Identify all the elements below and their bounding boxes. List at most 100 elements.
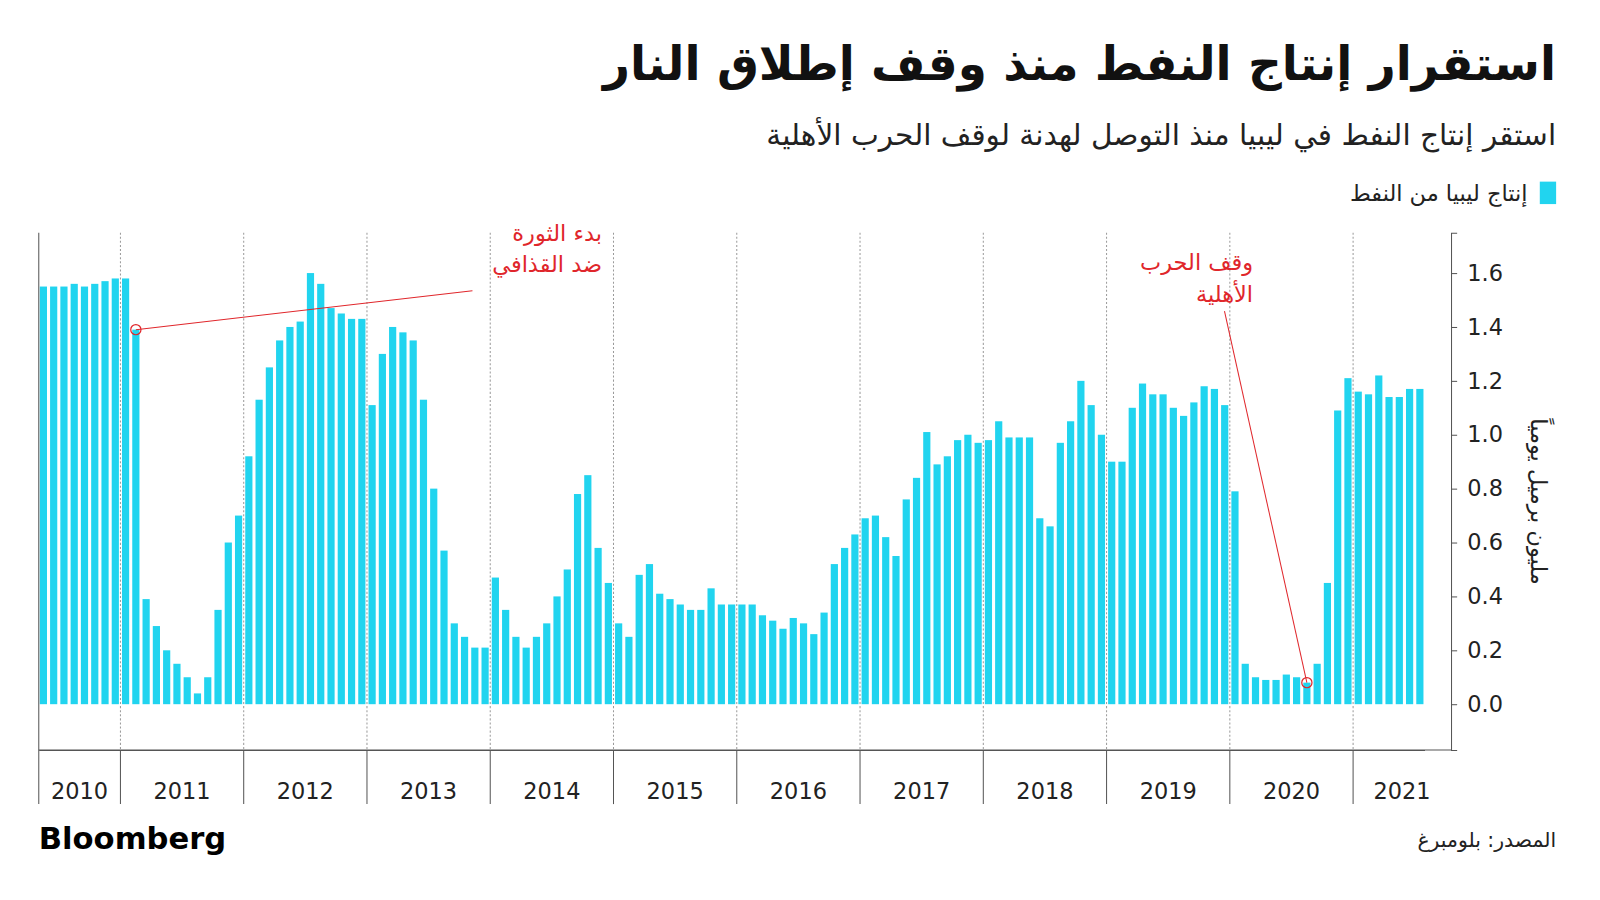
year-divider (490, 750, 491, 804)
bar (933, 464, 940, 704)
bar (440, 551, 447, 705)
bar (327, 308, 334, 704)
year-divider (736, 750, 737, 804)
grid-line (490, 233, 491, 750)
year-divider (983, 750, 984, 804)
annotation-line (136, 291, 473, 330)
bar (1098, 435, 1105, 704)
bar (1077, 381, 1084, 704)
bar (594, 548, 601, 704)
y-tick-label: 0.6 (1467, 529, 1503, 555)
bar (297, 322, 304, 705)
bar (944, 456, 951, 704)
bar (1231, 491, 1238, 704)
y-tick: 1.6 (1451, 260, 1503, 286)
year-divider (120, 750, 121, 804)
x-tick-label: 2014 (523, 778, 580, 804)
y-tick-label: 1.4 (1467, 314, 1503, 340)
bar (122, 278, 129, 704)
year-divider (1353, 750, 1354, 804)
y-tick-label: 1.0 (1467, 421, 1503, 447)
bar (820, 613, 827, 705)
bar (759, 615, 766, 704)
bar (718, 604, 725, 704)
bar (533, 637, 540, 704)
bar (1396, 397, 1403, 704)
bar (338, 313, 345, 704)
bar (430, 489, 437, 705)
bar (153, 626, 160, 704)
grid (120, 233, 1353, 750)
annotation-line (1224, 311, 1306, 682)
x-tick: 2018 (1016, 778, 1073, 804)
bar (831, 564, 838, 704)
bar (903, 499, 910, 704)
year-divider (613, 750, 614, 804)
x-tick: 2016 (770, 778, 827, 804)
bar (625, 637, 632, 704)
y-tick: 0.4 (1451, 583, 1503, 609)
x-tick: 2019 (1140, 778, 1197, 804)
y-axis-title: مليون برميل يومياً (1525, 418, 1555, 585)
bar (1180, 416, 1187, 704)
bar (471, 648, 478, 705)
legend-label: إنتاج ليبيا من النفط (1350, 180, 1528, 207)
bar (790, 618, 797, 704)
bar (348, 319, 355, 704)
bar (779, 629, 786, 704)
y-tick-label: 1.6 (1467, 260, 1503, 286)
y-tick: 0.8 (1451, 475, 1503, 501)
bar (1190, 402, 1197, 704)
bar (276, 340, 283, 704)
bar (687, 610, 694, 704)
y-tick-label: 0.8 (1467, 475, 1503, 501)
legend: إنتاج ليبيا من النفط (1350, 180, 1556, 207)
grid-line (1229, 233, 1230, 750)
bar (1129, 408, 1136, 704)
bar (307, 273, 314, 704)
bar (214, 610, 221, 704)
bar (1118, 462, 1125, 705)
y-tick-mark (1451, 435, 1457, 436)
annotation-text: ضد القذافي (492, 251, 602, 278)
bar (184, 677, 191, 704)
year-divider (243, 750, 244, 804)
bar (1324, 583, 1331, 704)
bar (420, 400, 427, 704)
bar (1293, 677, 1300, 704)
bar (204, 677, 211, 704)
bar (1046, 526, 1053, 704)
y-axis-line (1452, 233, 1458, 750)
bars (40, 273, 1424, 704)
bar (656, 594, 663, 704)
grid-line (1353, 233, 1354, 750)
legend-swatch (1540, 182, 1556, 204)
grid-line (366, 233, 367, 750)
bar (1303, 683, 1310, 705)
bar (461, 637, 468, 704)
x-tick: 2017 (893, 778, 950, 804)
bar (1057, 443, 1064, 704)
y-tick: 1.2 (1451, 368, 1503, 394)
y-tick-label: 0.4 (1467, 583, 1503, 609)
y-tick: 1.4 (1451, 314, 1503, 340)
year-divider (366, 750, 367, 804)
bar (1159, 394, 1166, 704)
annotations: بدء الثورةضد القذافيوقف الحربالأهلية (131, 220, 1312, 688)
bar (1283, 675, 1290, 705)
x-tick-label: 2020 (1263, 778, 1320, 804)
y-tick-label: 1.2 (1467, 368, 1503, 394)
x-tick-label: 2010 (51, 778, 108, 804)
bar (553, 596, 560, 704)
annotation-text: بدء الثورة (512, 220, 602, 247)
x-tick: 2013 (400, 778, 457, 804)
frame-bottom (39, 749, 1451, 750)
bar (810, 634, 817, 704)
y-tick-mark (1451, 381, 1457, 382)
bar (1005, 437, 1012, 704)
bar (1108, 462, 1115, 705)
bar (1016, 437, 1023, 704)
bar (492, 578, 499, 705)
bar (1252, 677, 1259, 704)
x-tick-label: 2016 (770, 778, 827, 804)
